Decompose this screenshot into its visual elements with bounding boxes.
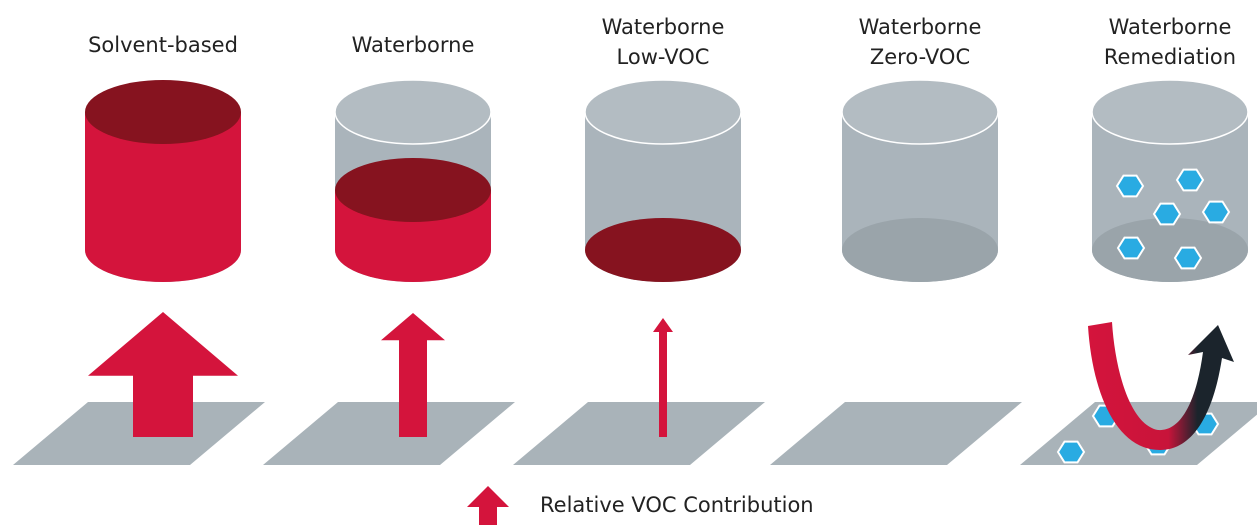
column-label: Solvent-based — [88, 33, 238, 57]
legend-arrow — [467, 486, 509, 525]
liquid-surface — [335, 158, 491, 222]
particle — [1173, 246, 1203, 270]
voc-arrow — [653, 318, 673, 437]
voc-arrow — [88, 312, 238, 437]
column-label: Zero-VOC — [870, 45, 970, 69]
voc-arrow — [381, 313, 445, 437]
cylinder-top — [841, 79, 999, 145]
cylinder-top — [334, 79, 492, 145]
cylinder-top — [584, 79, 742, 145]
column-label: Waterborne — [859, 15, 982, 39]
particle — [1056, 440, 1086, 464]
particle — [1115, 174, 1145, 198]
column: Waterborne — [263, 33, 515, 465]
legend-label: Relative VOC Contribution — [540, 493, 814, 517]
column-label: Waterborne — [352, 33, 475, 57]
liquid-surface — [85, 80, 241, 144]
cylinder-bottom — [842, 218, 998, 282]
columns: Solvent-based Waterborne Waterborne Low-VOC… — [13, 15, 1257, 465]
cylinder-top — [1091, 79, 1249, 145]
column-label: Remediation — [1104, 45, 1236, 69]
surface — [263, 402, 515, 465]
particle — [1175, 168, 1205, 192]
remediation-arrow — [1088, 322, 1234, 450]
column-label: Waterborne — [602, 15, 725, 39]
surface — [513, 402, 765, 465]
column-label: Low-VOC — [617, 45, 710, 69]
column-label: Waterborne — [1109, 15, 1232, 39]
cylinder-bottom — [1092, 218, 1248, 282]
particle — [1152, 202, 1182, 226]
column: Waterborne Remediation — [1020, 15, 1257, 465]
column: Solvent-based — [13, 33, 265, 465]
liquid-surface — [585, 218, 741, 282]
particle — [1201, 200, 1231, 224]
particle — [1116, 236, 1146, 260]
surface — [770, 402, 1022, 465]
legend: Relative VOC Contribution — [467, 486, 814, 525]
column: Waterborne Zero-VOC — [770, 15, 1022, 465]
column: Waterborne Low-VOC — [513, 15, 765, 465]
liquid — [85, 112, 241, 282]
